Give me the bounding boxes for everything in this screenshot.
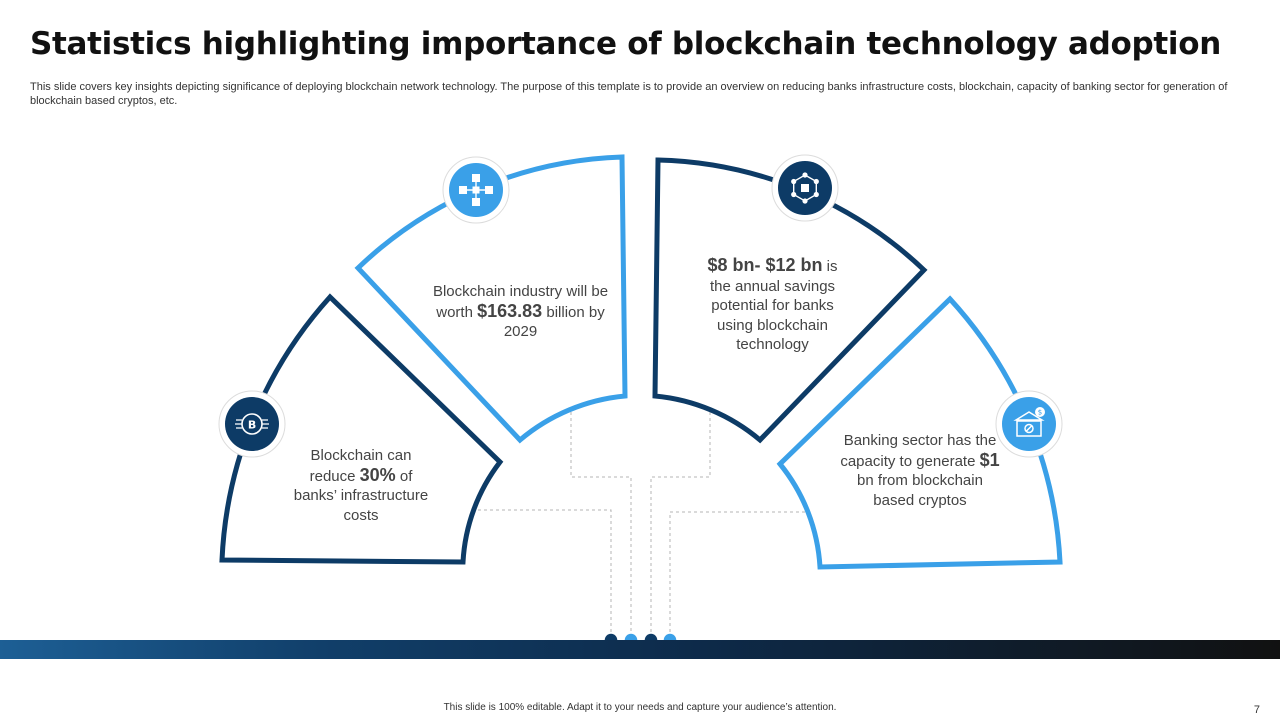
bitcoin-chip-icon: B [218, 390, 286, 458]
segment-text-post: of banks’ infrastructure costs [293, 467, 429, 524]
segment-outline-infrastructure [219, 293, 504, 565]
segment-highlight: $163.83 [477, 300, 543, 321]
segment-highlight: $1 [979, 449, 1000, 470]
segment-text-pre: Blockchain can reduce [309, 447, 412, 485]
segment-outline-annual-savings [652, 157, 928, 444]
segment-text-post: billion by 2029 [503, 303, 605, 341]
segment-text-infrastructure: Blockchain can reduce 30% of banks’ infr… [286, 446, 436, 525]
segment-text-banking-capacity: Banking sector has the capacity to gener… [840, 431, 1000, 510]
segment-text-annual-savings: $8 bn- $12 bn is the annual savings pote… [695, 255, 850, 355]
segment-text-pre: Blockchain industry will be worth [432, 283, 609, 321]
segment-highlight: 30% [359, 464, 396, 485]
segment-text-industry-worth: Blockchain industry will be worth $163.8… [428, 282, 613, 342]
blockchain-network-icon [442, 156, 510, 224]
page-number: 7 [1253, 704, 1260, 716]
bank-percent-icon: $ [995, 390, 1063, 458]
bottom-bar [0, 640, 1280, 659]
svg-text:B: B [248, 419, 256, 432]
segment-outline-banking-capacity [776, 295, 1063, 570]
segment-text-post: bn from blockchain based cryptos [857, 472, 983, 509]
segment-text-pre: Banking sector has the capacity to gener… [840, 432, 997, 470]
connector-lines [478, 412, 805, 632]
svg-text:$: $ [1038, 409, 1042, 417]
segment-text-post: is the annual savings potential for bank… [709, 258, 838, 353]
footer-note: This slide is 100% editable. Adapt it to… [443, 702, 837, 713]
hexagon-nodes-icon [771, 154, 839, 222]
segment-highlight: $8 bn- $12 bn [707, 255, 823, 275]
segment-outline-industry-worth [354, 154, 628, 444]
slide-title: Statistics highlighting importance of bl… [30, 26, 1222, 62]
slide-subtitle: This slide covers key insights depicting… [30, 81, 1228, 107]
